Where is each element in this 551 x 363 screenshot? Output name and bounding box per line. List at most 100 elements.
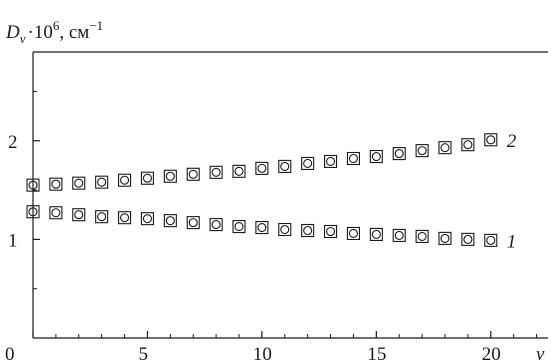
point-circle [97,177,107,187]
point-square [346,226,360,241]
y-title-variable: D [5,22,20,43]
data-point [392,228,406,242]
point-circle [74,210,84,220]
point-circle [234,166,244,176]
data-point [186,216,200,230]
data-point [346,226,360,241]
data-point [118,211,132,225]
point-square [186,216,200,230]
point-square [369,227,383,241]
point-square [346,151,360,166]
point-square [72,176,86,190]
data-point [392,147,406,161]
y-title-unit: , см [59,22,89,43]
data-point [484,233,498,247]
data-point [415,229,429,243]
point-circle [257,222,267,233]
data-point [255,220,269,235]
point-square [118,173,132,187]
point-square [301,223,315,238]
data-point [324,224,338,239]
data-point [369,149,383,164]
data-point [301,223,315,238]
point-square [72,208,86,222]
point-square [232,164,246,178]
point-square [415,144,429,158]
data-point [72,208,86,222]
point-circle [188,218,198,228]
point-square [163,169,177,183]
point-square [209,165,223,179]
data-point [301,156,315,170]
point-circle [280,161,290,171]
y-title-subscript: v [20,31,26,46]
point-square [255,161,269,175]
point-square [301,156,315,170]
data-point [26,178,40,192]
data-point [49,206,63,220]
point-square [369,149,383,164]
point-square [484,233,498,247]
point-circle [486,235,496,245]
data-point [438,231,452,245]
point-circle [463,140,473,150]
data-point [163,169,177,183]
data-point [232,220,246,234]
point-square [140,171,154,185]
point-square [163,214,177,228]
point-square [278,159,292,173]
point-square [49,206,63,220]
data-point [140,212,154,226]
point-circle [211,167,221,177]
point-circle [371,151,381,162]
point-circle [120,213,130,223]
point-square [438,141,452,155]
data-point [278,222,292,237]
series-label-2: 2 [507,131,517,152]
point-circle [280,224,290,235]
x-tick-label: 20 [482,344,501,363]
data-point [484,133,498,147]
y-tick-label: 2 [8,132,18,153]
point-square [324,224,338,239]
data-point [232,164,246,178]
point-square [324,154,338,169]
point-square [392,147,406,161]
y-title-unit-exponent: −1 [89,18,103,33]
point-circle [51,179,61,189]
data-point [324,154,338,169]
data-point [255,161,269,175]
data-point [415,144,429,158]
y-title-multiplier: ·10 [28,22,53,43]
point-square [278,222,292,237]
point-square [392,228,406,242]
point-circle [326,226,336,237]
point-square [118,211,132,225]
series-label-1: 1 [507,231,517,252]
data-point [346,151,360,166]
data-point [26,205,40,219]
data-point [278,159,292,173]
x-tick-label: 15 [367,344,386,363]
data-point [186,167,200,181]
point-square [209,218,223,232]
data-point [209,218,223,232]
point-circle [394,149,404,159]
point-circle [486,135,496,145]
data-point [95,210,109,224]
point-circle [371,229,381,239]
point-circle [440,233,450,243]
point-square [95,210,109,224]
point-circle [28,207,38,217]
point-circle [394,230,404,240]
data-point [140,171,154,185]
point-square [26,178,40,192]
point-square [140,212,154,226]
point-circle [303,225,313,236]
series-2 [26,133,498,192]
point-square [484,133,498,147]
point-circle [417,231,427,241]
point-square [95,175,109,189]
point-circle [417,146,427,156]
